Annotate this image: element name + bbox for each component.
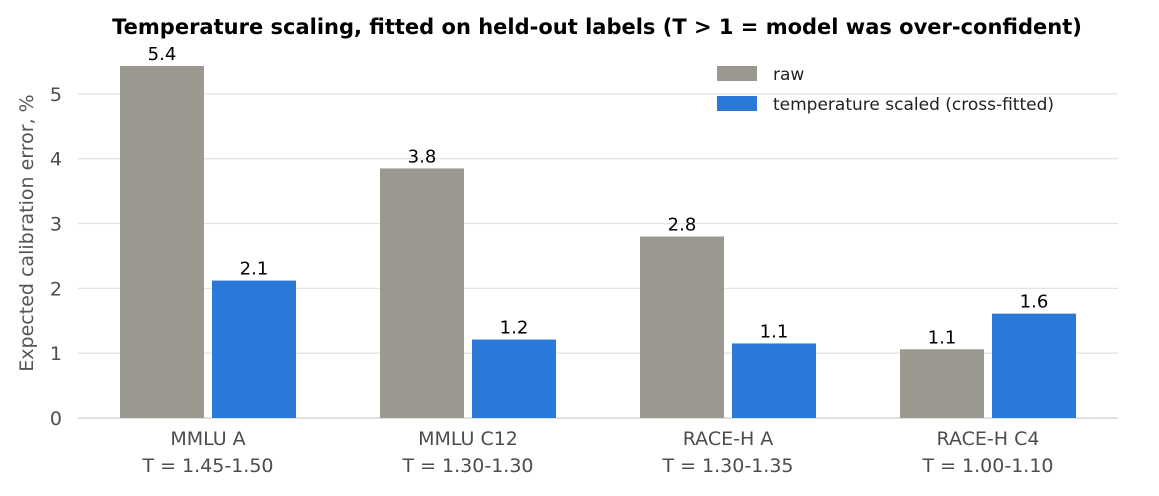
legend-swatch [717, 66, 757, 81]
legend: raw temperature scaled (cross-fitted) [717, 65, 1054, 115]
y-tick-label: 5 [50, 84, 62, 106]
bars [120, 66, 1076, 418]
x-tick-label: MMLU A [170, 428, 245, 450]
data-label: 1.6 [1020, 292, 1049, 313]
data-label: 1.1 [760, 321, 789, 342]
x-tick-sublabel: T = 1.30-1.30 [401, 455, 533, 477]
bar-raw [640, 236, 724, 418]
y-tick-label: 3 [50, 214, 62, 236]
data-labels: 5.4 2.1 3.8 1.2 2.8 1.1 1.1 1.6 [148, 44, 1049, 348]
bar-raw [900, 349, 984, 418]
x-tick-sublabel: T = 1.45-1.50 [141, 455, 273, 477]
bar-temperature-scaled [472, 339, 556, 418]
y-tick-label: 0 [50, 408, 62, 430]
bar-raw [120, 66, 204, 418]
legend-swatch [717, 96, 757, 111]
data-label: 2.8 [668, 215, 697, 236]
bar-temperature-scaled [992, 313, 1076, 418]
data-label: 1.2 [500, 318, 529, 339]
x-tick-sublabel: T = 1.00-1.10 [921, 455, 1053, 477]
data-label: 1.1 [928, 327, 957, 348]
data-label: 5.4 [148, 44, 177, 65]
y-axis-ticks: 0 1 2 3 4 5 [50, 84, 62, 430]
legend-label: temperature scaled (cross-fitted) [773, 95, 1054, 115]
chart-title: Temperature scaling, fitted on held-out … [112, 15, 1082, 39]
x-tick-label: MMLU C12 [418, 428, 518, 450]
bar-temperature-scaled [212, 280, 296, 418]
x-tick-label: RACE-H C4 [937, 428, 1040, 450]
legend-label: raw [773, 65, 804, 85]
bar-raw [380, 168, 464, 418]
x-tick-label: RACE-H A [683, 428, 774, 450]
bar-temperature-scaled [732, 343, 816, 418]
y-tick-label: 4 [50, 149, 62, 171]
y-tick-label: 1 [50, 343, 62, 365]
x-tick-sublabel: T = 1.30-1.35 [661, 455, 793, 477]
x-axis-ticks: MMLU A T = 1.45-1.50 MMLU C12 T = 1.30-1.30… [141, 428, 1053, 477]
data-label: 2.1 [240, 259, 269, 280]
y-axis-label: Expected calibration error, % [16, 94, 38, 371]
y-tick-label: 2 [50, 278, 62, 300]
data-label: 3.8 [408, 146, 437, 167]
